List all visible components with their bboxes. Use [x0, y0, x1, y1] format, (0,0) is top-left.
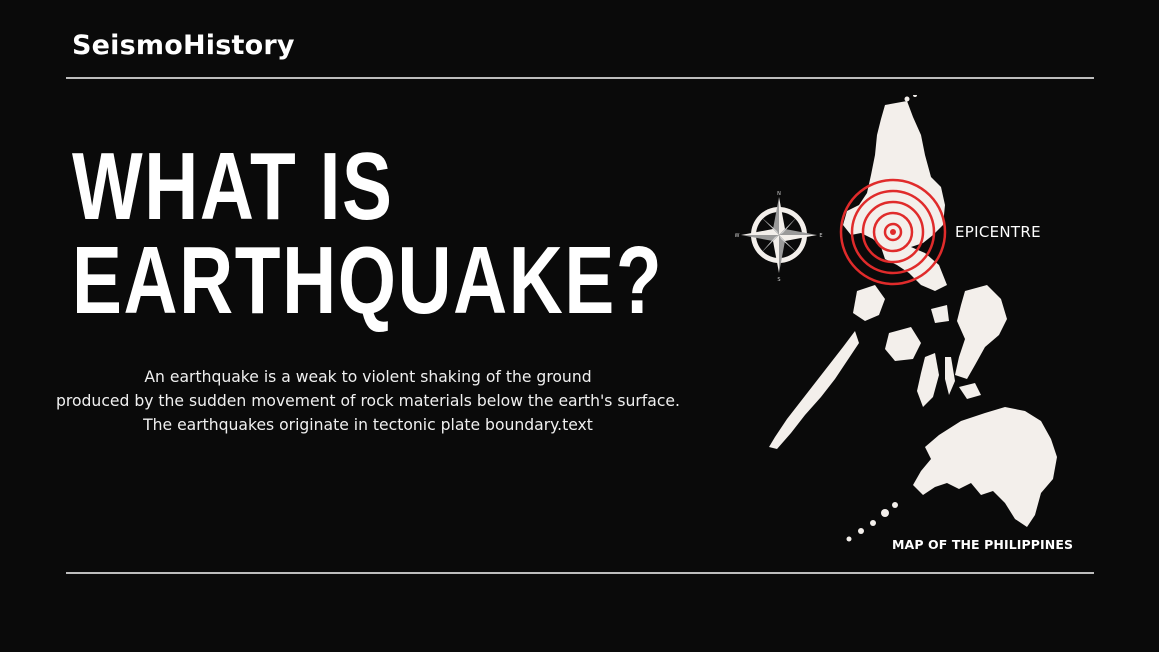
description-line-2: produced by the sudden movement of rock … [56, 392, 680, 410]
map-figure: N S E W [735, 95, 1085, 565]
compass-rose-icon: N S E W [735, 191, 823, 283]
brand-logo: SeismoHistory [72, 30, 295, 61]
headline-line-2: EARTHQUAKE? [72, 227, 664, 334]
description: An earthquake is a weak to violent shaki… [10, 365, 726, 437]
headline-line-1: WHAT IS [72, 133, 394, 240]
bottom-divider [66, 572, 1094, 574]
philippines-map-icon: N S E W [735, 95, 1057, 542]
compass-west-label: W [735, 233, 740, 239]
page-title: WHAT IS EARTHQUAKE? [72, 133, 664, 334]
description-line-1: An earthquake is a weak to violent shaki… [144, 368, 592, 386]
map-caption: MAP OF THE PHILIPPINES [892, 537, 1074, 552]
epicentre-rings-icon [839, 178, 947, 286]
top-divider [66, 77, 1094, 79]
description-line-3: The earthquakes originate in tectonic pl… [143, 416, 593, 434]
compass-south-label: S [777, 277, 780, 283]
compass-east-label: E [819, 233, 822, 239]
compass-north-label: N [777, 191, 781, 197]
epicentre-label: EPICENTRE [955, 223, 1041, 241]
